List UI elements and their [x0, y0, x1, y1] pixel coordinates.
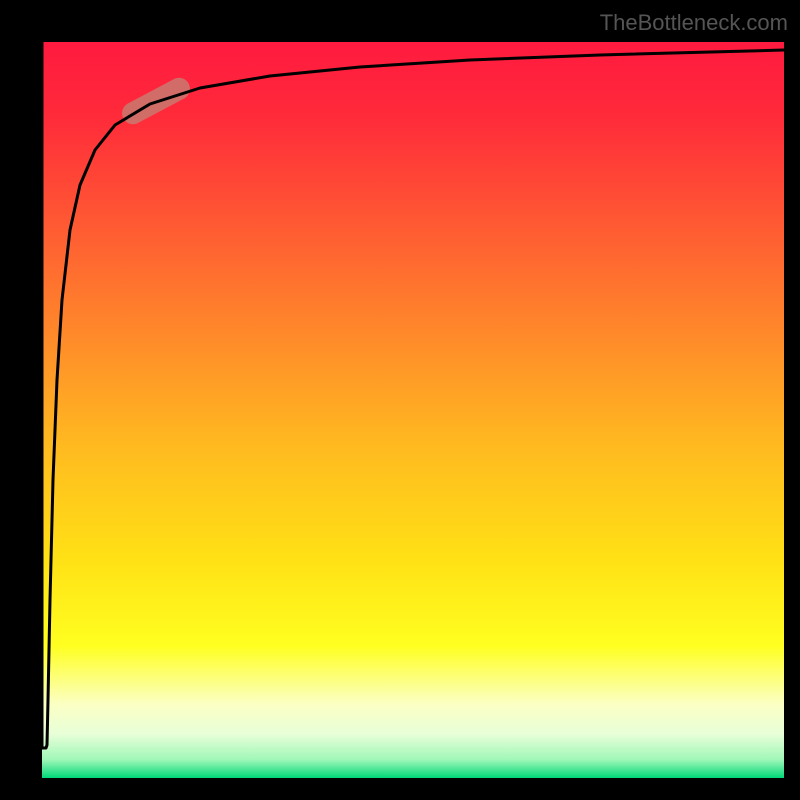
curve-layer [0, 0, 800, 800]
figure-canvas: TheBottleneck.com [0, 0, 800, 800]
bottleneck-curve [42, 42, 784, 748]
plot-area [42, 42, 784, 778]
attribution-text: TheBottleneck.com [600, 10, 788, 36]
